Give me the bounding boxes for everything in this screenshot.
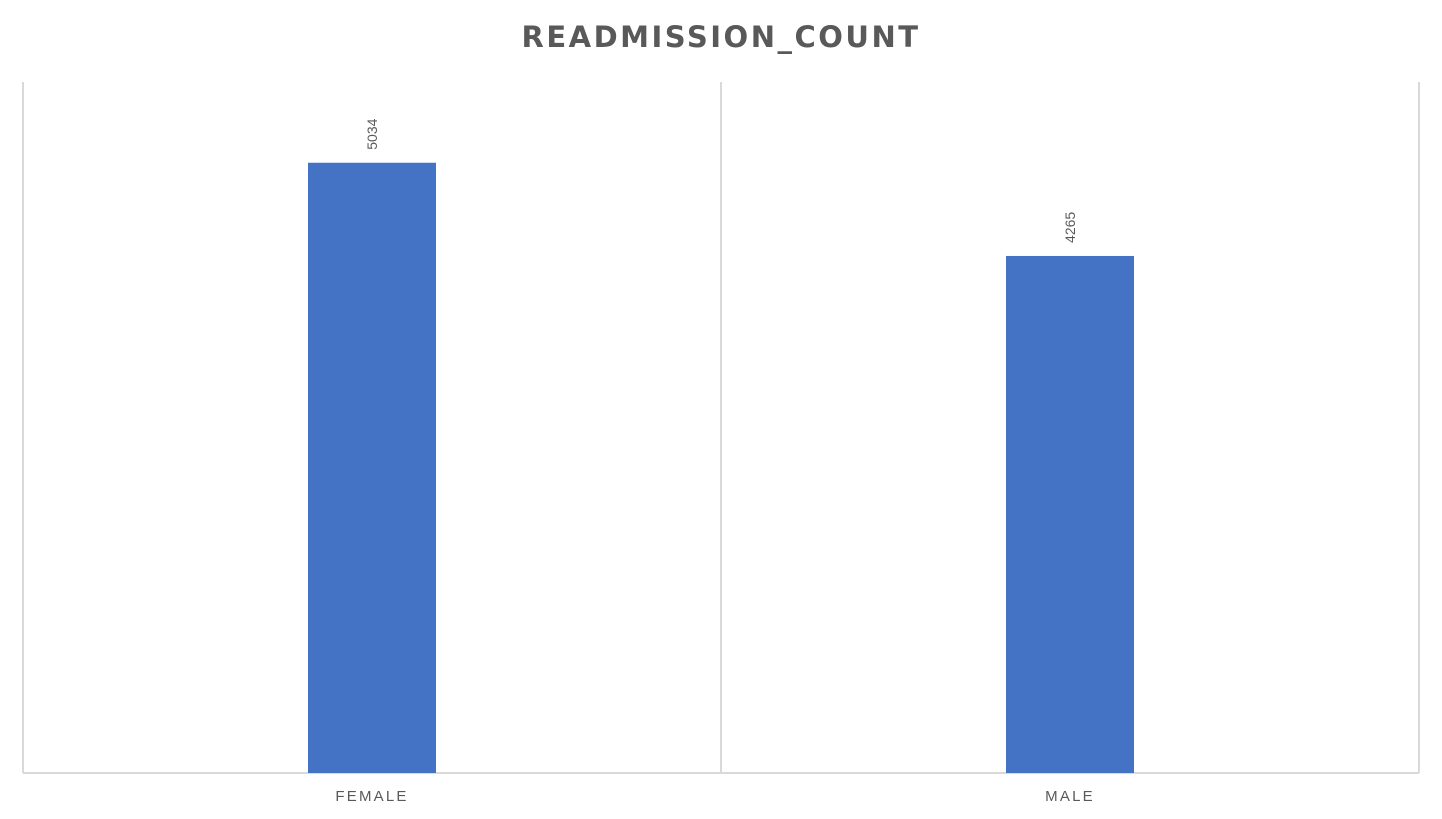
bar-male xyxy=(1006,255,1134,773)
category-labels-group: FEMALE MALE xyxy=(335,788,1095,805)
chart-title: READMISSION_COUNT xyxy=(521,20,920,54)
bars-group xyxy=(308,162,1134,773)
bar-female xyxy=(308,162,436,773)
data-labels-group: 5034 4265 xyxy=(364,118,1078,243)
plot-frame xyxy=(22,82,1420,774)
category-label-male: MALE xyxy=(1045,788,1095,805)
data-label-male: 4265 xyxy=(1062,212,1078,243)
category-label-female: FEMALE xyxy=(335,788,408,805)
data-label-female: 5034 xyxy=(364,118,380,149)
